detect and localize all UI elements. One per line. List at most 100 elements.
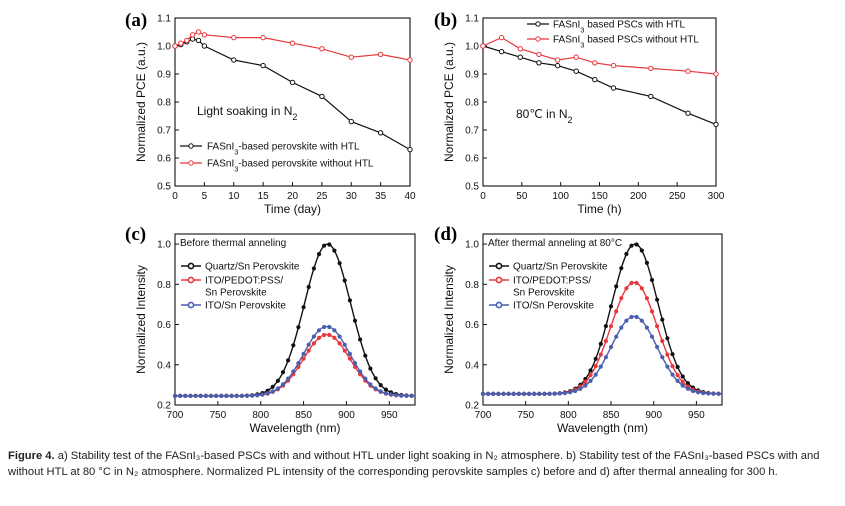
data-point	[280, 382, 286, 387]
data-point	[583, 379, 588, 384]
legend-marker	[535, 36, 541, 42]
data-point	[275, 386, 280, 391]
data-point	[178, 40, 184, 46]
legend-label: FASnI3-based perovskite without HTL	[207, 159, 374, 174]
data-point	[624, 318, 629, 323]
x-axis-label: Wavelength (nm)	[557, 421, 648, 435]
data-point	[291, 369, 296, 374]
data-point	[634, 242, 639, 247]
x-tick-label: 100	[552, 191, 569, 202]
data-point	[184, 37, 190, 44]
data-point	[665, 352, 670, 357]
y-axis-label: Normalized PCE (a.u.)	[442, 42, 456, 162]
data-point	[517, 46, 523, 52]
data-point	[578, 386, 583, 391]
x-tick-label: 30	[346, 191, 358, 202]
data-point	[229, 393, 234, 398]
data-point	[404, 393, 409, 398]
legend-label: Quartz/Sn Perovskite	[205, 262, 300, 273]
data-point	[378, 383, 383, 388]
chart-panel-3: (c) 700 750 800 850 900 950 0.2 0.4 0.6 0.8 1.0 Wave…	[125, 224, 416, 435]
data-point	[368, 366, 373, 371]
data-point	[316, 335, 322, 340]
data-point	[629, 314, 634, 320]
data-point	[670, 372, 675, 377]
data-point	[348, 54, 354, 60]
data-point	[655, 344, 660, 350]
plot-frame	[482, 233, 723, 406]
data-point	[690, 388, 696, 394]
data-point	[296, 361, 301, 366]
data-point	[270, 384, 275, 389]
data-point	[629, 280, 634, 286]
data-point	[649, 277, 655, 283]
data-point	[377, 130, 384, 136]
data-point	[373, 376, 378, 381]
data-point	[214, 393, 219, 398]
chart-panel-1: (a) 0 5 10 15 20 25 30 35 40 0.5 0.6 0.7 0.8 0.9 1.0 1.1…	[125, 10, 416, 216]
data-point	[301, 356, 306, 361]
data-point	[383, 391, 388, 396]
data-point	[603, 355, 609, 360]
data-point	[624, 286, 629, 291]
x-tick-label: 300	[708, 191, 725, 202]
x-tick-label: 10	[228, 191, 240, 202]
data-point	[348, 118, 354, 125]
data-point	[644, 325, 650, 330]
data-point	[289, 79, 296, 86]
data-point	[352, 361, 358, 366]
x-tick-label: 700	[167, 410, 184, 421]
y-axis-label: Normalized PCE (a.u.)	[134, 42, 148, 162]
data-point	[480, 391, 486, 396]
data-point	[634, 280, 639, 286]
data-point	[608, 324, 614, 329]
data-point	[648, 93, 654, 100]
data-point	[224, 393, 229, 398]
y-tick-label: 0.7	[465, 126, 479, 137]
data-point	[670, 352, 675, 357]
data-point	[648, 65, 654, 72]
data-point	[378, 389, 383, 394]
data-point	[701, 391, 706, 396]
data-point	[193, 393, 198, 398]
data-point	[713, 71, 719, 77]
data-point	[649, 334, 655, 339]
legend-marker	[495, 262, 503, 270]
data-point	[619, 296, 624, 301]
data-point	[332, 248, 337, 253]
data-point	[573, 388, 578, 394]
data-point	[498, 48, 505, 55]
data-point	[614, 284, 619, 289]
data-point	[516, 391, 522, 396]
data-point	[342, 348, 347, 353]
data-point	[655, 324, 660, 329]
data-point	[337, 261, 342, 266]
figure-caption: Figure 4. a) Stability test of the FASnI…	[8, 448, 838, 480]
data-point	[624, 251, 629, 257]
caption-label: Figure 4.	[8, 450, 55, 462]
plot-frame	[174, 233, 416, 406]
data-point	[562, 391, 568, 396]
legend-marker	[495, 301, 503, 309]
data-point	[286, 376, 291, 381]
data-point	[383, 387, 388, 392]
data-point	[322, 243, 327, 248]
legend-marker	[187, 276, 195, 284]
data-point	[634, 314, 639, 320]
data-point	[275, 378, 280, 383]
data-point	[280, 370, 286, 375]
x-tick-label: 800	[560, 410, 577, 421]
data-point	[598, 341, 603, 346]
data-point	[486, 391, 491, 396]
legend-label: Quartz/Sn Perovskite	[513, 262, 608, 273]
data-point	[363, 353, 368, 358]
data-point	[498, 34, 505, 41]
data-point	[506, 391, 511, 396]
data-point	[368, 382, 373, 387]
x-tick-label: 50	[516, 191, 528, 202]
data-point	[685, 110, 691, 116]
data-point	[296, 325, 301, 330]
data-point	[660, 317, 665, 322]
y-tick-label: 0.4	[465, 360, 479, 371]
legend: Quartz/Sn Perovskite ITO/PEDOT:PSS/Sn Per…	[489, 262, 608, 312]
